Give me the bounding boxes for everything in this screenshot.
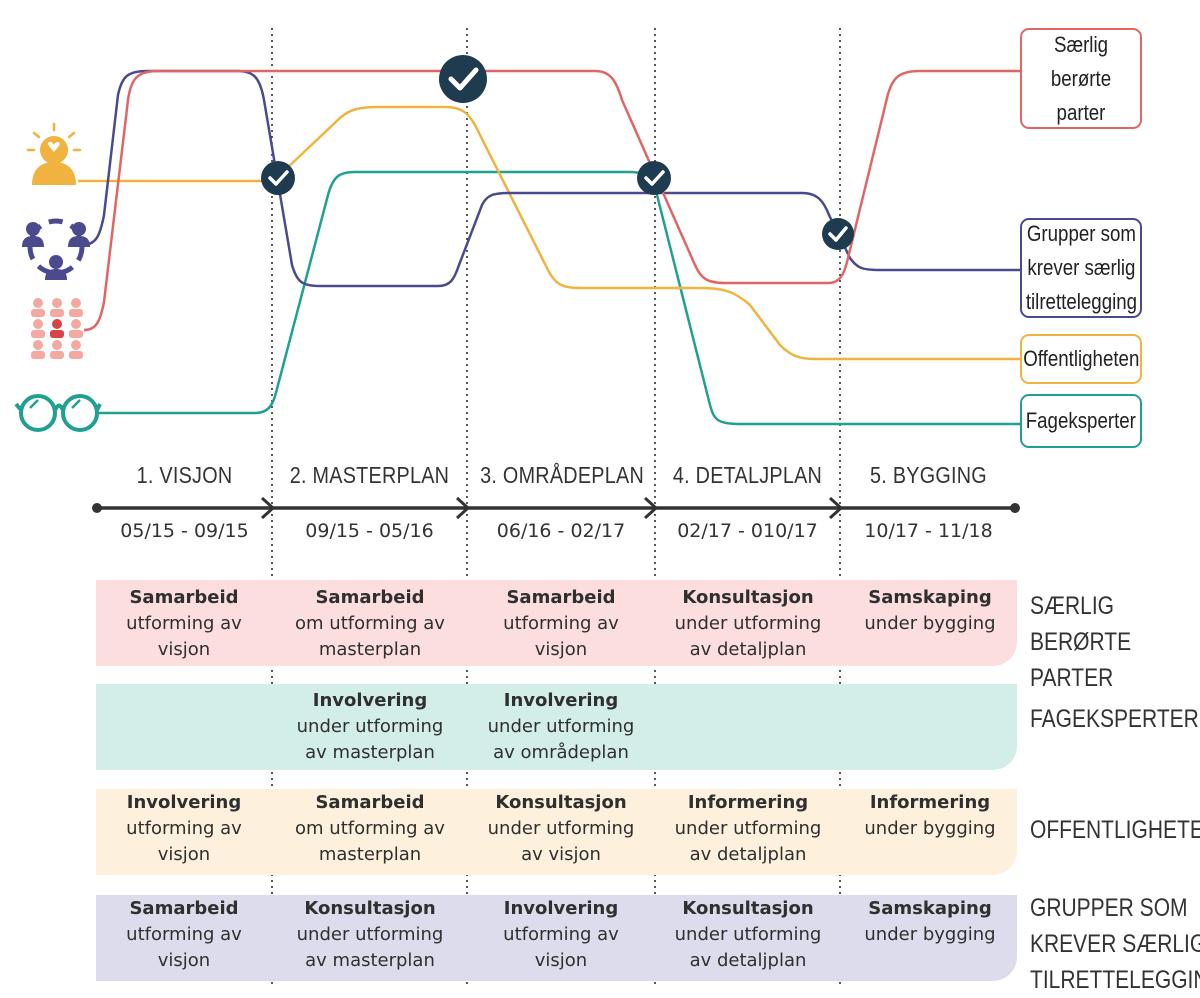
activity-type: Informering: [869, 792, 991, 813]
activity-desc: utforming av visjon: [126, 613, 242, 660]
activity-type: Informering: [687, 792, 809, 813]
group-circle-icon: [22, 218, 90, 280]
offentligheten-line: [78, 105, 1022, 361]
legend-fageksperter: Fageksperter: [1020, 394, 1142, 448]
phase-label: 4. DETALJPLAN: [672, 462, 823, 488]
person-heart-icon: [26, 122, 82, 185]
activity-desc: utforming av visjon: [126, 924, 242, 971]
phase-label: 2. MASTERPLAN: [289, 462, 450, 488]
activity-cell: Samarbeid om utforming av masterplan: [279, 790, 461, 868]
fageksperter-line: [95, 170, 1022, 426]
activity-cell: Konsultasjon under utforming av visjon: [470, 790, 652, 868]
row-band-fageksperter: [96, 684, 1017, 770]
legend-saerlig-label: Særlig berørte parter: [1050, 31, 1112, 125]
phase-date: 10/17 - 11/18: [864, 520, 993, 542]
activity-desc: utforming av visjon: [503, 613, 619, 660]
activity-desc: under utforming av masterplan: [296, 924, 444, 971]
phase-label: 5. BYGGING: [870, 462, 987, 488]
activity-cell: Informering under utforming av detaljpla…: [657, 790, 839, 868]
checkmark-icon: [637, 161, 671, 195]
activity-type: Involvering: [126, 792, 242, 813]
activity-type: Konsultasjon: [682, 898, 814, 919]
activity-cell: Involvering under utforming av områdepla…: [470, 688, 652, 766]
activity-desc: om utforming av masterplan: [295, 818, 445, 865]
crowd-icon: [31, 298, 83, 359]
activity-cell: Konsultasjon under utforming av detaljpl…: [657, 585, 839, 663]
activity-cell: Samarbeid utforming av visjon: [470, 585, 652, 663]
phase-label: 1. VISJON: [136, 462, 233, 488]
row-band-grupper: [96, 895, 1017, 981]
activity-desc: om utforming av masterplan: [295, 613, 445, 660]
checkmark-icon: [822, 218, 854, 250]
activity-desc: utforming av visjon: [503, 924, 619, 971]
phase-date: 06/16 - 02/17: [496, 520, 626, 542]
activity-desc: under utforming av detaljplan: [674, 818, 822, 865]
activity-type: Involvering: [503, 690, 619, 711]
activity-type: Samarbeid: [315, 587, 425, 608]
activity-desc: utforming av visjon: [126, 818, 242, 865]
checkmark-icon: [261, 161, 295, 195]
activity-cell: Konsultasjon under utforming av masterpl…: [279, 896, 461, 974]
legend-offentligheten: Offentligheten: [1020, 334, 1142, 384]
activity-cell: Samarbeid utforming av visjon: [93, 896, 275, 974]
phase-date: 09/15 - 05/16: [305, 520, 434, 542]
activity-type: Involvering: [503, 898, 619, 919]
activity-cell: Samarbeid utforming av visjon: [93, 585, 275, 663]
legend-saerlig: Særlig berørte parter: [1020, 28, 1142, 129]
activity-type: Konsultasjon: [495, 792, 627, 813]
activity-type: Samarbeid: [315, 792, 425, 813]
activity-desc: under utforming av masterplan: [296, 716, 444, 763]
activity-cell: Informering under bygging: [839, 790, 1021, 842]
phase-date: 02/17 - 010/17: [677, 520, 818, 542]
timeline-axis: [92, 496, 1020, 520]
activity-cell: Involvering utforming av visjon: [470, 896, 652, 974]
activity-cell: Involvering under utforming av masterpla…: [279, 688, 461, 766]
activity-type: Samarbeid: [506, 587, 616, 608]
row-label-fageksperter: FAGEKSPERTER: [1030, 705, 1199, 733]
row-label-offentligheten: OFFENTLIGHETEN: [1030, 816, 1200, 844]
row-band-offentligheten: [96, 789, 1017, 875]
activity-type: Konsultasjon: [304, 898, 436, 919]
activity-type: Involvering: [312, 690, 428, 711]
phase-date: 05/15 - 09/15: [120, 520, 249, 542]
legend-grupper-label: Grupper som krever særlig tilretteleggin…: [1025, 221, 1137, 314]
activity-desc: under utforming av visjon: [487, 818, 635, 865]
legend-grupper: Grupper som krever særlig tilretteleggin…: [1020, 218, 1142, 318]
activity-type: Samskaping: [868, 898, 992, 919]
activity-type: Samarbeid: [129, 898, 239, 919]
activity-desc: under bygging: [864, 613, 996, 634]
row-label-grupper: GRUPPER SOM KREVER SÆRLIG TILRETTELEGGIN…: [1030, 894, 1200, 994]
legend-offentligheten-label: Offentligheten: [1022, 346, 1140, 371]
activity-cell: Involvering utforming av visjon: [93, 790, 275, 868]
activity-cell: Samarbeid om utforming av masterplan: [279, 585, 461, 663]
activity-cell: Samskaping under bygging: [839, 896, 1021, 948]
activity-desc: under utforming av detaljplan: [674, 924, 822, 971]
glasses-icon: [14, 394, 102, 432]
activity-type: Konsultasjon: [682, 587, 814, 608]
activity-desc: under bygging: [864, 818, 996, 839]
checkmark-icon: [439, 55, 487, 103]
activity-desc: under utforming av områdeplan: [487, 716, 635, 763]
activity-desc: under utforming av detaljplan: [674, 613, 822, 660]
grupper-line: [81, 69, 1022, 288]
activity-type: Samarbeid: [129, 587, 239, 608]
saerlig-line: [83, 69, 1022, 332]
legend-fageksperter-label: Fageksperter: [1025, 408, 1137, 433]
phase-label: 3. OMRÅDEPLAN: [480, 462, 645, 488]
activity-type: Samskaping: [868, 587, 992, 608]
row-band-saerlig: [96, 580, 1017, 666]
activity-cell: Samskaping under bygging: [839, 585, 1021, 637]
activity-desc: under bygging: [864, 924, 996, 945]
activity-cell: Konsultasjon under utforming av detaljpl…: [657, 896, 839, 974]
row-label-saerlig: SÆRLIG BERØRTE PARTER: [1030, 592, 1132, 692]
